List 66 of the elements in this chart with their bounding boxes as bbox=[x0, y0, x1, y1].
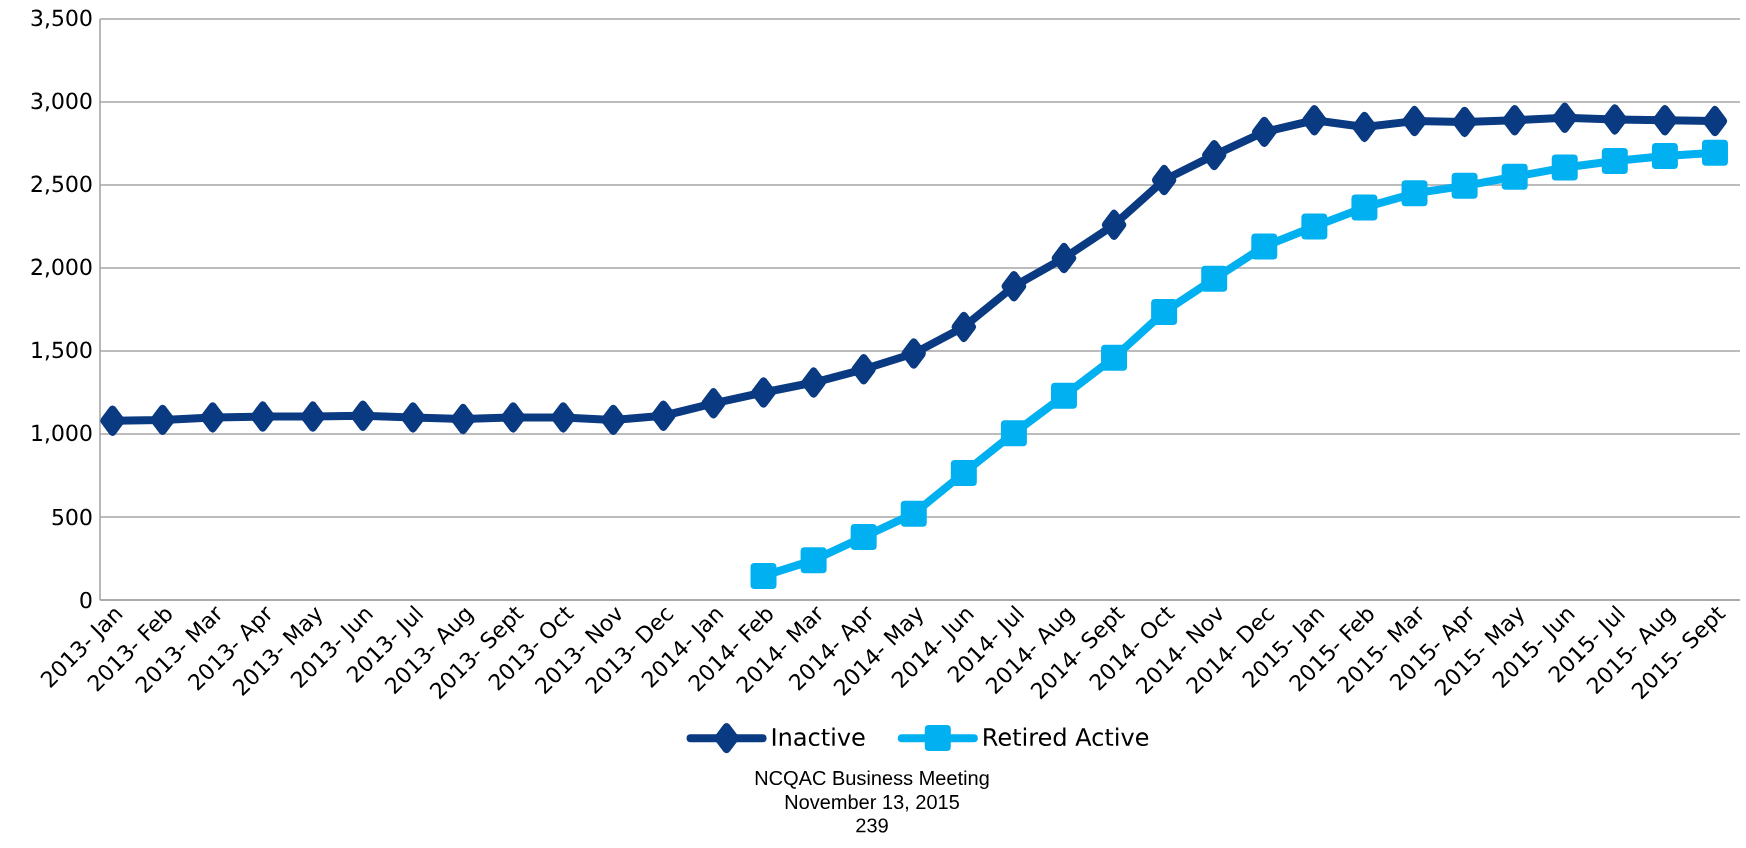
point bbox=[900, 500, 927, 527]
point bbox=[1652, 105, 1678, 136]
point bbox=[300, 401, 326, 432]
point bbox=[800, 547, 827, 574]
point bbox=[1352, 111, 1377, 142]
y-tick-label: 2,500 bbox=[31, 175, 92, 195]
y-tick-label: 1,000 bbox=[32, 424, 92, 444]
y-tick-label: 3,000 bbox=[31, 92, 92, 112]
point bbox=[1552, 102, 1577, 133]
point bbox=[550, 402, 576, 433]
point bbox=[1000, 420, 1027, 447]
point bbox=[1251, 233, 1278, 260]
point bbox=[1502, 105, 1527, 136]
y-tick-label: 500 bbox=[52, 508, 92, 526]
point bbox=[400, 402, 426, 433]
point bbox=[1252, 116, 1277, 147]
point bbox=[1501, 163, 1528, 190]
point bbox=[801, 367, 826, 398]
point bbox=[1401, 180, 1428, 207]
legend-label: Inactive bbox=[772, 727, 865, 747]
point bbox=[601, 404, 626, 435]
point bbox=[1301, 213, 1328, 240]
point bbox=[1451, 172, 1478, 199]
point bbox=[1651, 142, 1678, 169]
y-tick-label: 1,500 bbox=[32, 341, 92, 361]
point bbox=[1151, 299, 1178, 325]
point bbox=[1051, 243, 1077, 274]
point bbox=[1452, 106, 1477, 137]
point bbox=[450, 404, 476, 435]
text: November 13, 2015 bbox=[785, 794, 959, 812]
text: NCQAC Business Meeting bbox=[755, 770, 989, 790]
point bbox=[1601, 147, 1628, 174]
point bbox=[750, 562, 777, 589]
point bbox=[500, 402, 526, 433]
point bbox=[1551, 154, 1578, 181]
point bbox=[1602, 104, 1628, 135]
point bbox=[651, 400, 676, 431]
point bbox=[1050, 382, 1077, 409]
point bbox=[751, 377, 776, 408]
point bbox=[1702, 106, 1728, 137]
point bbox=[350, 400, 376, 431]
legend-label: Retired Active bbox=[984, 727, 1149, 747]
point bbox=[901, 338, 926, 369]
point bbox=[1101, 209, 1127, 240]
point bbox=[1351, 194, 1378, 221]
point bbox=[701, 388, 726, 419]
point bbox=[1302, 105, 1327, 136]
point bbox=[250, 401, 275, 432]
point bbox=[1001, 271, 1027, 302]
y-tick-label: 2,000 bbox=[31, 258, 92, 278]
point bbox=[951, 311, 977, 342]
text: 239 bbox=[856, 818, 888, 833]
point bbox=[1101, 344, 1128, 371]
point bbox=[1151, 165, 1177, 196]
point bbox=[1201, 140, 1227, 171]
point bbox=[950, 460, 977, 487]
y-tick-label: 0 bbox=[80, 591, 92, 609]
point bbox=[150, 404, 175, 435]
point bbox=[1701, 139, 1728, 166]
y-tick-label: 3,500 bbox=[31, 9, 92, 29]
point bbox=[850, 523, 877, 550]
point bbox=[200, 402, 225, 433]
point bbox=[851, 354, 876, 385]
point bbox=[1402, 106, 1427, 137]
point bbox=[100, 405, 125, 436]
point bbox=[1201, 265, 1228, 292]
